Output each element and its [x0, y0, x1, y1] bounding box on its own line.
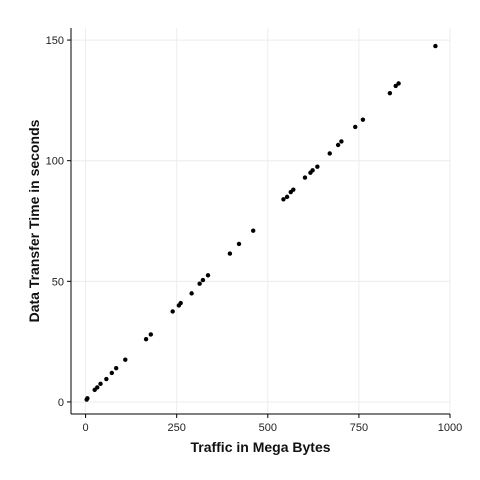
data-point	[104, 376, 109, 382]
data-point	[143, 337, 149, 342]
x-tick-label: 1000	[438, 422, 462, 434]
x-tick-label: 250	[168, 422, 186, 434]
data-point	[85, 396, 90, 401]
axes	[70, 28, 450, 415]
data-point	[433, 43, 438, 49]
y-tick-label: 150	[46, 35, 64, 47]
x-axis-title: Traffic in Mega Bytes	[190, 439, 330, 455]
data-point	[281, 197, 286, 202]
data-points	[84, 43, 438, 402]
data-point	[339, 139, 344, 144]
data-point	[353, 124, 358, 130]
x-tick-label: 0	[83, 422, 89, 434]
data-point	[236, 241, 242, 247]
data-point	[205, 273, 211, 278]
data-point	[227, 251, 233, 256]
data-point	[189, 291, 194, 296]
y-tick-label: 100	[46, 156, 64, 168]
data-point	[387, 90, 393, 96]
data-point	[360, 117, 366, 122]
data-point	[284, 194, 290, 200]
data-point	[123, 357, 128, 362]
y-tick-label: 50	[52, 276, 64, 288]
x-tick-label: 500	[259, 422, 277, 434]
data-point	[98, 381, 103, 387]
data-point	[197, 281, 202, 286]
data-point	[393, 83, 398, 89]
data-point	[396, 81, 401, 86]
ticks: 0 250 500 750 1000 0 50 100 150	[46, 35, 463, 434]
y-axis-title: Data Transfer Time in seconds	[26, 119, 42, 322]
data-point	[335, 142, 341, 148]
x-tick-label: 750	[350, 422, 368, 434]
data-point	[251, 228, 256, 233]
y-tick-label: 0	[58, 397, 64, 409]
data-point	[302, 175, 308, 180]
data-point	[95, 385, 100, 390]
data-point	[178, 300, 183, 306]
data-point	[109, 370, 115, 376]
data-point	[200, 277, 206, 283]
grid	[71, 28, 451, 414]
data-point	[315, 164, 320, 169]
data-point	[148, 332, 154, 337]
data-point	[113, 365, 119, 371]
data-point	[170, 309, 175, 314]
data-point	[310, 168, 315, 173]
data-point	[291, 187, 296, 192]
data-point	[327, 151, 332, 156]
